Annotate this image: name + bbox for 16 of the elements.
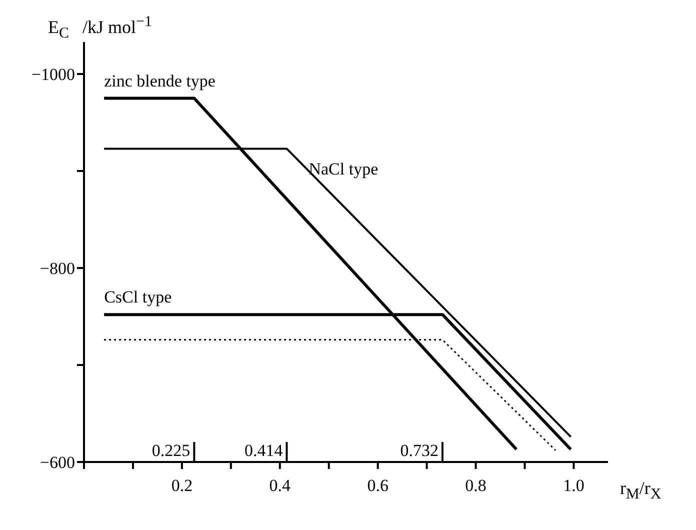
x-tick-label: 0.6 — [367, 476, 388, 496]
x-tick-label: 1.0 — [563, 476, 584, 496]
x-tick-label: 0.2 — [171, 476, 193, 496]
y-axis-title: E$_{C}$ /kJ mol$^{−1}$ — [48, 14, 152, 43]
x-tick-label: 0.4 — [269, 476, 292, 496]
y-tick-label: −1000 — [31, 65, 75, 84]
series-label: zinc blende type — [104, 71, 216, 90]
ref-line-label: 0.225 — [152, 441, 190, 460]
y-tick-label: −600 — [40, 453, 75, 472]
ref-line-label: 0.732 — [400, 441, 438, 460]
x-axis-title: r$_{M}$/r$_{X}$ — [620, 478, 662, 504]
ref-line-label: 0.414 — [244, 441, 284, 460]
y-tick-label: −800 — [40, 259, 75, 278]
series-label: CsCl type — [104, 288, 172, 307]
x-tick-label: 0.8 — [465, 476, 486, 496]
series-label: NaCl type — [308, 160, 378, 179]
